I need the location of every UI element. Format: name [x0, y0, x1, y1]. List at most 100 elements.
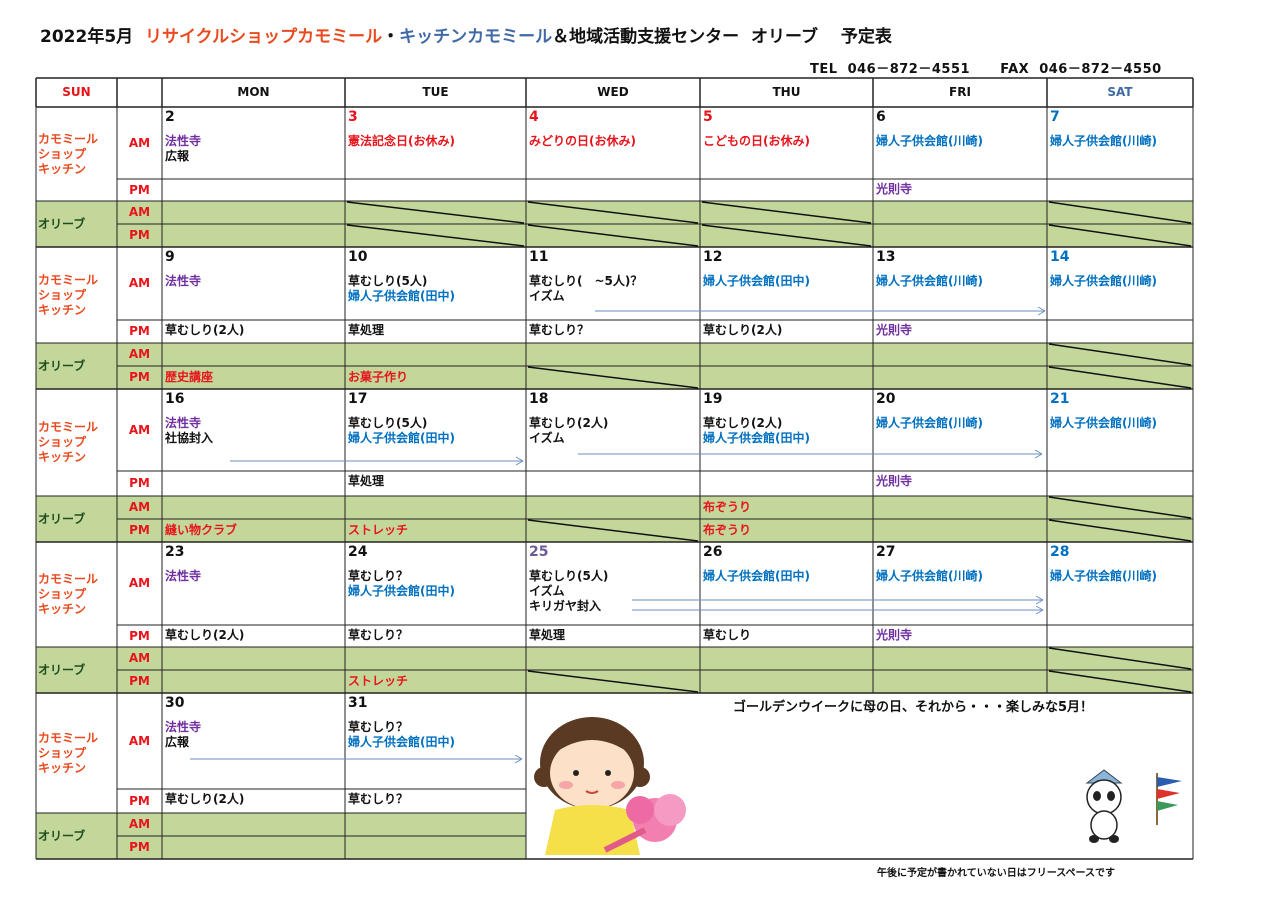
day-cell-am[interactable]: 28 婦人子供会館(川崎): [1047, 542, 1193, 625]
day-cell-am[interactable]: 10 草むしり(5人) 婦人子供会館(田中): [345, 247, 526, 320]
day-cell-am[interactable]: 19 草むしり(2人) 婦人子供会館(田中): [700, 389, 873, 471]
day-cell-am[interactable]: 9 法性寺: [162, 247, 345, 320]
day-cell-am[interactable]: 18 草むしり(2人) イズム: [526, 389, 700, 471]
olive-cell-pm[interactable]: [526, 366, 700, 389]
olive-cell-am[interactable]: [162, 813, 345, 836]
olive-cell-am[interactable]: [873, 343, 1047, 366]
day-cell-pm[interactable]: 光則寺: [873, 179, 1047, 201]
olive-cell-am[interactable]: [526, 496, 700, 519]
day-cell-pm[interactable]: [700, 179, 873, 201]
day-cell-pm[interactable]: [1047, 471, 1193, 496]
day-cell-am[interactable]: 27 婦人子供会館(川崎): [873, 542, 1047, 625]
olive-cell-pm[interactable]: ストレッチ: [345, 670, 526, 693]
day-cell-am[interactable]: 11 草むしり( ~5人)？ イズム: [526, 247, 700, 320]
day-cell-pm[interactable]: 草処理: [345, 320, 526, 343]
day-cell-am[interactable]: 7 婦人子供会館(川崎): [1047, 107, 1193, 179]
olive-cell-am[interactable]: [1047, 343, 1193, 366]
day-cell-am[interactable]: 6 婦人子供会館(川崎): [873, 107, 1047, 179]
olive-cell-am[interactable]: [700, 647, 873, 670]
olive-cell-pm[interactable]: [873, 224, 1047, 247]
day-cell-pm[interactable]: [526, 179, 700, 201]
olive-cell-pm[interactable]: [526, 670, 700, 693]
olive-cell-am[interactable]: [700, 201, 873, 224]
olive-cell-am[interactable]: [162, 201, 345, 224]
olive-cell-pm[interactable]: [873, 366, 1047, 389]
day-cell-pm[interactable]: [162, 179, 345, 201]
olive-cell-pm[interactable]: [162, 670, 345, 693]
day-cell-am[interactable]: 21 婦人子供会館(川崎): [1047, 389, 1193, 471]
olive-cell-am[interactable]: [162, 343, 345, 366]
day-cell-am[interactable]: 23 法性寺: [162, 542, 345, 625]
day-cell-pm[interactable]: 草むしり？: [345, 625, 526, 647]
day-cell-pm[interactable]: [1047, 625, 1193, 647]
olive-cell-pm[interactable]: [1047, 224, 1193, 247]
day-cell-am[interactable]: 25 草むしり(5人) イズム キリガヤ封入: [526, 542, 700, 625]
olive-cell-am[interactable]: [526, 647, 700, 670]
olive-cell-am[interactable]: [345, 343, 526, 366]
olive-cell-pm[interactable]: [1047, 366, 1193, 389]
olive-cell-am[interactable]: [1047, 647, 1193, 670]
day-cell-pm[interactable]: [1047, 179, 1193, 201]
olive-cell-am[interactable]: [873, 201, 1047, 224]
day-cell-am[interactable]: 13 婦人子供会館(川崎): [873, 247, 1047, 320]
day-cell-am[interactable]: 26 婦人子供会館(田中): [700, 542, 873, 625]
olive-cell-pm[interactable]: [1047, 670, 1193, 693]
day-cell-am[interactable]: 3 憲法記念日(お休み): [345, 107, 526, 179]
olive-cell-pm[interactable]: [162, 836, 345, 859]
olive-cell-am[interactable]: [345, 201, 526, 224]
olive-cell-am[interactable]: [526, 201, 700, 224]
olive-cell-pm[interactable]: [700, 224, 873, 247]
olive-cell-pm[interactable]: [345, 224, 526, 247]
day-cell-pm[interactable]: 光則寺: [873, 320, 1047, 343]
olive-cell-pm[interactable]: 歴史講座: [162, 366, 345, 389]
olive-cell-pm[interactable]: お菓子作り: [345, 366, 526, 389]
olive-cell-pm[interactable]: [526, 519, 700, 542]
olive-cell-am[interactable]: [1047, 496, 1193, 519]
olive-cell-am[interactable]: [1047, 201, 1193, 224]
day-cell-am[interactable]: 17 草むしり(5人) 婦人子供会館(田中): [345, 389, 526, 471]
day-cell-am[interactable]: 12 婦人子供会館(田中): [700, 247, 873, 320]
olive-cell-pm[interactable]: ストレッチ: [345, 519, 526, 542]
olive-cell-pm[interactable]: [1047, 519, 1193, 542]
day-cell-pm[interactable]: [162, 471, 345, 496]
olive-cell-am[interactable]: [162, 496, 345, 519]
day-cell-pm[interactable]: 光則寺: [873, 471, 1047, 496]
day-cell-pm[interactable]: 草むしり(2人): [162, 625, 345, 647]
olive-cell-pm[interactable]: [526, 224, 700, 247]
day-cell-pm[interactable]: 光則寺: [873, 625, 1047, 647]
day-cell-pm[interactable]: [1047, 320, 1193, 343]
day-cell-pm[interactable]: [526, 471, 700, 496]
olive-cell-am[interactable]: [345, 496, 526, 519]
day-cell-am[interactable]: 20 婦人子供会館(川崎): [873, 389, 1047, 471]
olive-cell-pm[interactable]: [873, 670, 1047, 693]
day-cell-am[interactable]: 4 みどりの日(お休み): [526, 107, 700, 179]
olive-cell-pm[interactable]: 縫い物クラブ: [162, 519, 345, 542]
day-cell-am[interactable]: 24 草むしり？ 婦人子供会館(田中): [345, 542, 526, 625]
olive-cell-pm[interactable]: [700, 366, 873, 389]
olive-cell-pm[interactable]: [345, 836, 526, 859]
day-cell-am[interactable]: 31 草むしり？ 婦人子供会館(田中): [345, 693, 526, 789]
olive-cell-am[interactable]: [700, 343, 873, 366]
day-cell-pm[interactable]: 草処理: [526, 625, 700, 647]
olive-cell-am[interactable]: [345, 647, 526, 670]
olive-cell-am[interactable]: [873, 496, 1047, 519]
day-cell-am[interactable]: 2 法性寺 広報: [162, 107, 345, 179]
day-cell-pm[interactable]: 草むしり(2人): [162, 789, 345, 813]
day-cell-am[interactable]: 16 法性寺 社協封入: [162, 389, 345, 471]
olive-cell-am[interactable]: [345, 813, 526, 836]
olive-cell-am[interactable]: 布ぞうり: [700, 496, 873, 519]
day-cell-pm[interactable]: [345, 179, 526, 201]
day-cell-pm[interactable]: 草処理: [345, 471, 526, 496]
olive-cell-am[interactable]: [526, 343, 700, 366]
olive-cell-pm[interactable]: 布ぞうり: [700, 519, 873, 542]
day-cell-am[interactable]: 30 法性寺 広報: [162, 693, 345, 789]
olive-cell-am[interactable]: [873, 647, 1047, 670]
day-cell-pm[interactable]: [700, 471, 873, 496]
day-cell-pm[interactable]: 草むしり(2人): [700, 320, 873, 343]
day-cell-pm[interactable]: 草むしり(2人): [162, 320, 345, 343]
olive-cell-pm[interactable]: [700, 670, 873, 693]
day-cell-pm[interactable]: 草むしり？: [526, 320, 700, 343]
olive-cell-pm[interactable]: [873, 519, 1047, 542]
olive-cell-am[interactable]: [162, 647, 345, 670]
olive-cell-pm[interactable]: [162, 224, 345, 247]
